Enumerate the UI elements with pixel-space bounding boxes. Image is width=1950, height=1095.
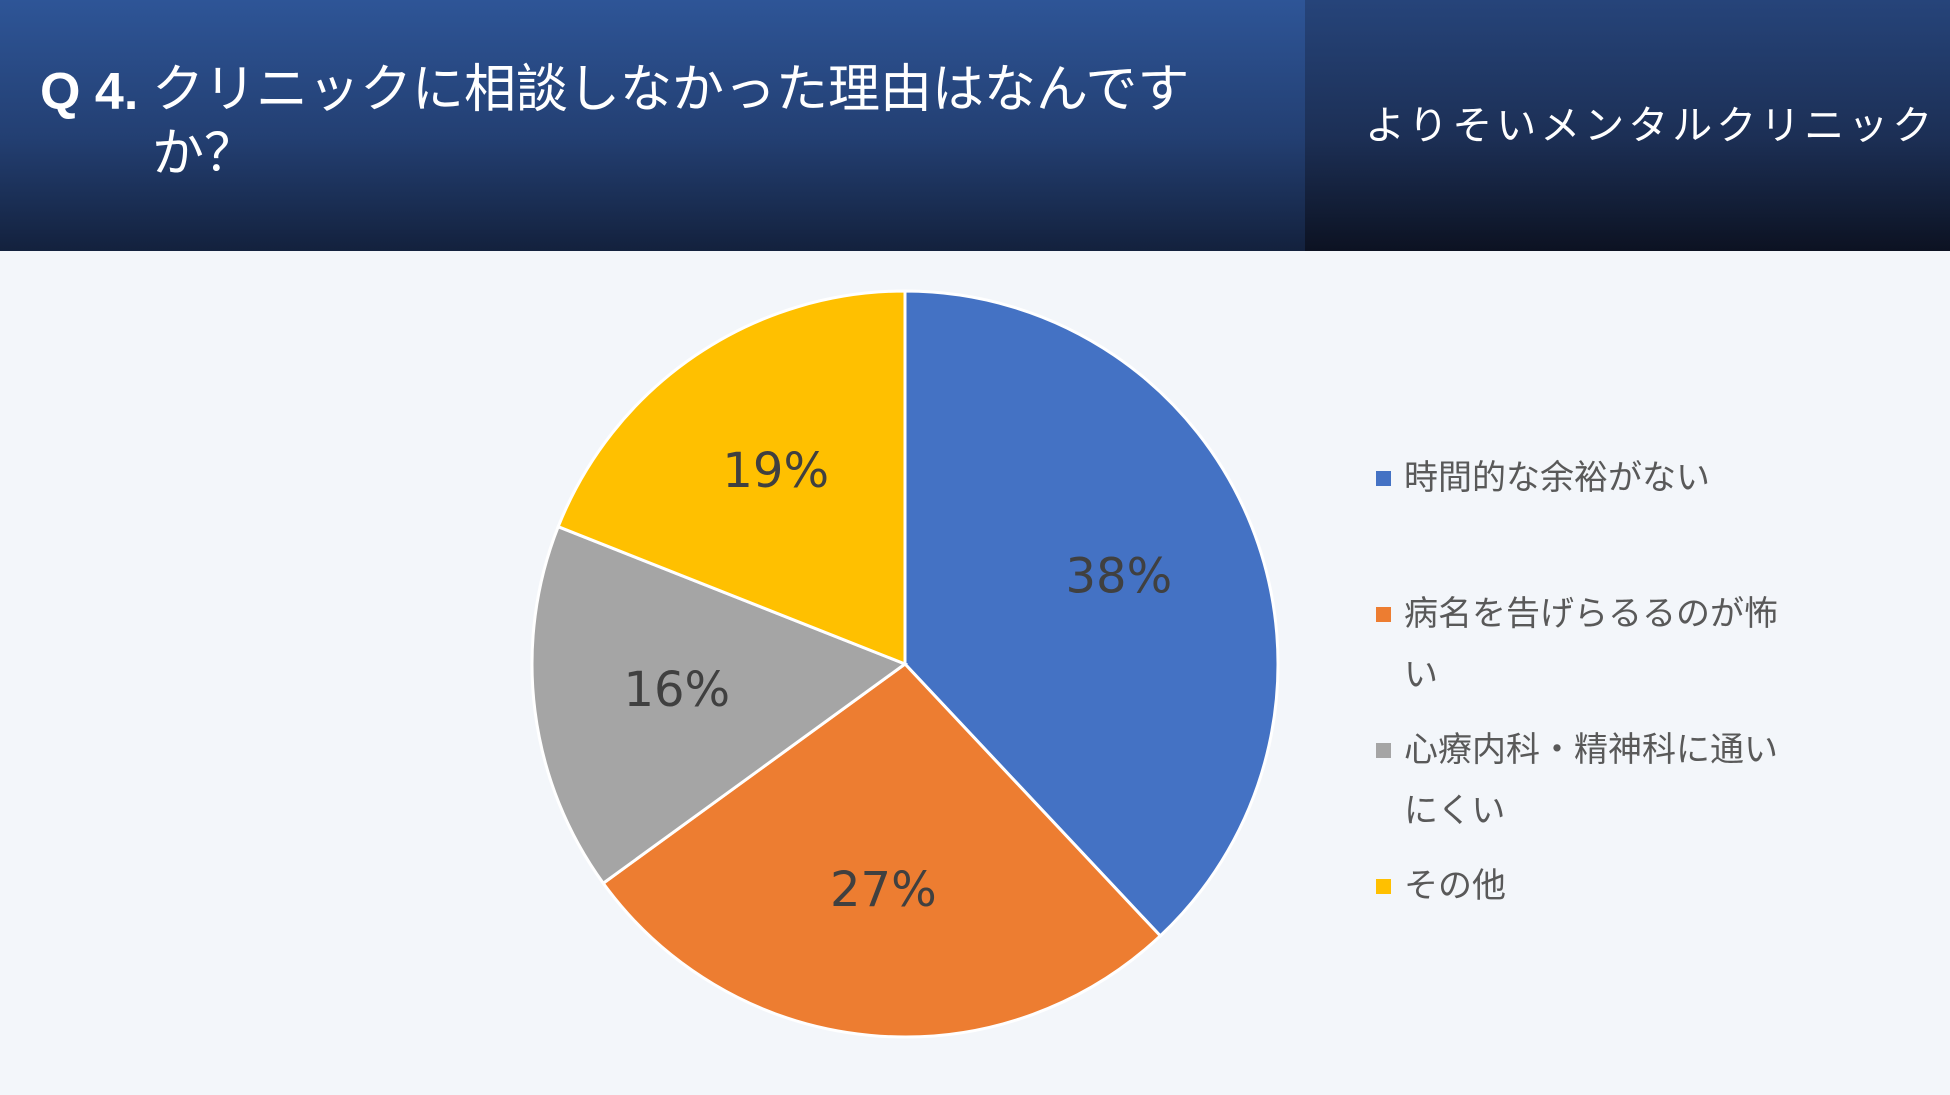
question-title: クリニックに相談しなかった理由はなんですか？ [152,60,1190,184]
legend-swatch-1 [1376,607,1391,622]
pie-slice-0 [903,289,1280,939]
legend-swatch-0 [1376,471,1391,486]
clinic-name: よりそいメンタルクリニック [1365,103,1937,149]
data-label-2: 16% [623,662,730,718]
header-right-panel [1305,0,1950,251]
pie-slice-1 [601,662,1163,1039]
data-label-1: 27% [830,862,937,918]
legend-swatch-2 [1376,743,1391,758]
pie-slice-3 [556,289,907,667]
pie-slice-2 [530,524,909,886]
legend-swatch-3 [1376,879,1391,894]
legend-label-1: 病名を告げらるるのが怖い [1404,594,1778,695]
data-label-0: 38% [1066,548,1173,604]
pie-chart: 38% 27% 16% 19% [530,289,1280,1039]
legend-label-3: その他 [1404,866,1506,906]
legend-label-0: 時間的な余裕がない [1404,458,1710,498]
question-number: Q 4. [40,63,139,121]
data-label-3: 19% [722,443,829,499]
legend-label-2: 心療内科・精神科に通いにくい [1404,730,1778,831]
